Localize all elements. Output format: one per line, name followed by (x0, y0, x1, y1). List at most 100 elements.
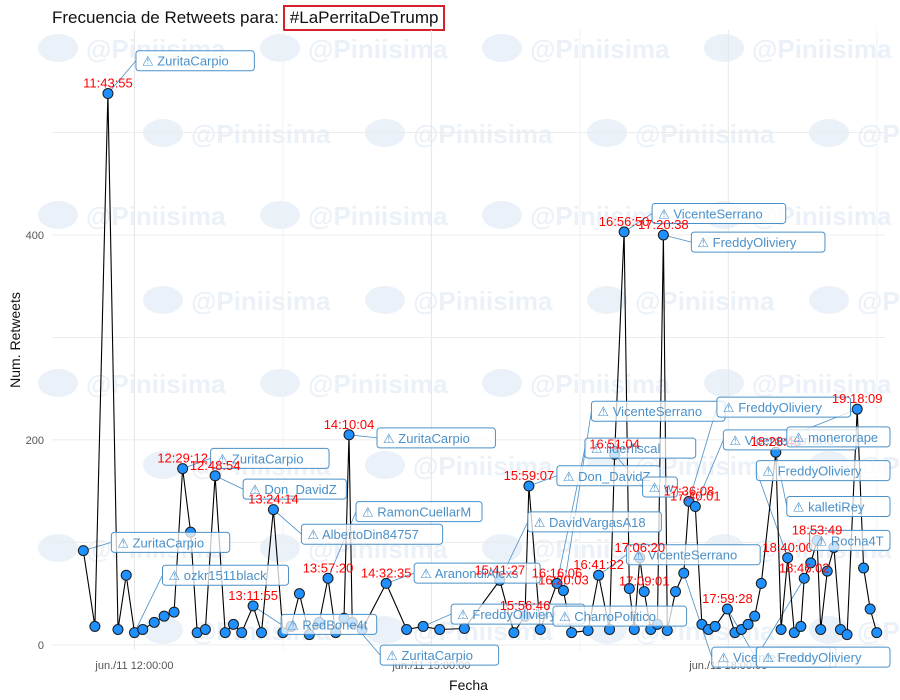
data-point (775, 624, 787, 636)
user-label: ⚠ Don_DavidZ (563, 469, 651, 484)
data-point (582, 625, 594, 637)
watermark-text: @Piniisima (413, 119, 553, 149)
x-axis-label: Fecha (449, 677, 488, 693)
y-axis-label: Num. Retweets (7, 292, 23, 388)
data-point (267, 504, 279, 516)
timestamp-label: 17:06:20 (614, 540, 665, 555)
data-point (742, 618, 754, 630)
bird-icon (260, 534, 300, 562)
watermark-text: @Piniisima (413, 451, 553, 481)
data-point (508, 627, 520, 639)
user-label-box (755, 646, 891, 668)
chart-title: Frecuencia de Retweets para: #LaPerritaD… (52, 5, 446, 31)
bird-icon (365, 451, 405, 479)
data-point (120, 569, 132, 581)
leader-line (327, 511, 357, 579)
leader-line (273, 509, 302, 535)
data-point (112, 624, 124, 636)
bird-icon (482, 201, 522, 229)
user-label: ⚠ ZuritaCarpio (383, 431, 470, 446)
user-label-box (556, 465, 661, 487)
user-label-box (210, 447, 330, 469)
watermark-text: @Piniisima (308, 201, 448, 231)
user-label-box (626, 544, 761, 566)
data-point (670, 586, 682, 598)
leader-line (694, 439, 724, 507)
bird-icon (809, 616, 849, 644)
timestamp-label: 17:09:01 (619, 574, 670, 589)
leader-line (683, 573, 713, 658)
watermark-text: @Piniisima (308, 34, 448, 64)
user-label-box (280, 613, 378, 635)
watermark-text: @Piniisima (857, 119, 900, 149)
data-point (255, 627, 267, 639)
user-label: ⚠ kalletiRey (793, 500, 865, 515)
data-point (871, 627, 883, 639)
timestamp-label: 13:24:14 (248, 492, 299, 507)
user-label: ⚠ FreddyOliviery (762, 464, 862, 479)
data-point (657, 229, 669, 241)
timestamp-label: 17:40:01 (670, 489, 721, 504)
data-point (749, 610, 761, 622)
user-label-box (786, 426, 891, 448)
user-label: ⚠ ozkr1511black (168, 568, 267, 583)
timestamp-label: 15:56:46 (500, 598, 551, 613)
bird-icon (260, 34, 300, 62)
user-label: ⚠ w (649, 480, 674, 495)
timestamp-label: 18:40:00 (762, 540, 813, 555)
bird-icon (365, 119, 405, 147)
data-point (458, 622, 470, 634)
data-point (815, 624, 827, 636)
user-label: ⚠ RamonCuellarM (362, 505, 471, 520)
data-point (557, 585, 569, 597)
timestamp-label: 16:20:03 (538, 573, 589, 588)
user-label-box (379, 644, 500, 666)
data-point (247, 600, 259, 612)
x-tick-label: jun./11 12:00:00 (94, 660, 173, 672)
bird-icon (809, 286, 849, 314)
user-label: ⚠ DavidVargasA18 (534, 515, 646, 530)
user-label-box (552, 605, 688, 627)
watermark-text: @Piniisima (857, 286, 900, 316)
watermark-text: @Piniisima (86, 201, 226, 231)
annotation-labels: ⚠ ZuritaCarpio 11:43:55 ⚠ ZuritaCarpio ⚠ Zu… (83, 50, 891, 668)
user-label: ⚠ ZuritaCarpio (117, 535, 204, 550)
data-point (434, 624, 446, 636)
user-label: ⚠ FreddyOliviery (723, 400, 823, 415)
user-label-box (716, 396, 852, 418)
user-label-box (642, 476, 678, 498)
user-label-box (786, 496, 891, 518)
data-point (623, 583, 635, 595)
data-point (177, 463, 189, 475)
watermark-text: @Piniisima (635, 286, 775, 316)
timestamp-label: 16:56:50 (599, 214, 650, 229)
user-label-box (376, 427, 496, 449)
user-label: ⚠ ZuritaCarpio (142, 54, 229, 69)
bird-icon (143, 286, 183, 314)
bird-icon (587, 119, 627, 147)
user-label: ⚠ ZuritaCarpio (386, 648, 473, 663)
data-point (821, 565, 833, 577)
leader-line (756, 470, 789, 558)
data-point (236, 627, 248, 639)
leader-line (107, 60, 137, 94)
data-point (782, 552, 794, 564)
user-label: ⚠ CharroPolitico (559, 609, 656, 624)
user-label: ⚠ liderfiscal (591, 441, 661, 456)
watermark-text: @Piniisima (191, 119, 331, 149)
watermark-text: @Piniisima (752, 369, 892, 399)
leader-line (688, 407, 718, 502)
data-point (209, 470, 221, 482)
user-label: ⚠ AranondiAlexs (420, 566, 519, 581)
watermark-text: @Piniisima (86, 369, 226, 399)
timestamp-label: 17:20:38 (638, 217, 689, 232)
data-point (77, 545, 89, 557)
bird-icon (143, 451, 183, 479)
watermark-text: @Piniisima (413, 286, 553, 316)
timestamp-label: 16:16:06 (532, 565, 583, 580)
watermark-text: @Piniisima (635, 119, 775, 149)
user-label: ⚠ FreddyOliviery (762, 650, 862, 665)
leader-line (623, 213, 653, 233)
bird-icon (260, 369, 300, 397)
user-label-box (300, 523, 444, 545)
